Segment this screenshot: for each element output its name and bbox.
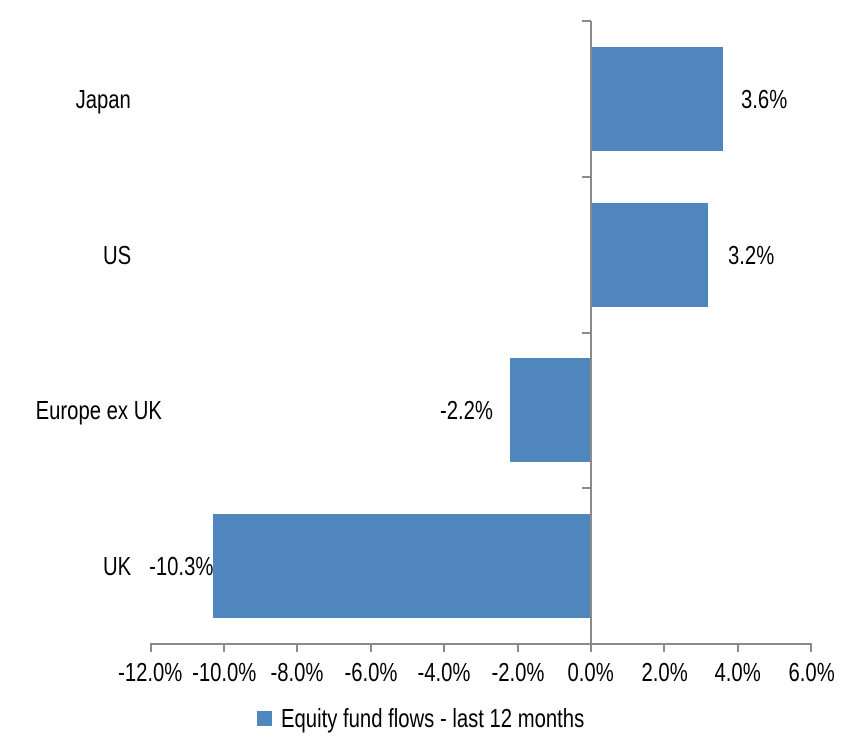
category-label-text: Japan xyxy=(75,83,131,114)
category-tick xyxy=(582,175,591,178)
legend-swatch-icon xyxy=(257,711,272,726)
x-tick-label-text: -2.0% xyxy=(491,657,545,687)
category-label-text: UK xyxy=(102,551,131,582)
bar xyxy=(212,514,591,619)
x-tick-label-text: -10.0% xyxy=(191,657,257,687)
x-tick-label-text: 2.0% xyxy=(641,657,688,687)
bar-value-label: -2.2% xyxy=(273,394,493,426)
category-label-text: Europe ex UK xyxy=(35,395,162,426)
x-tick-label-text: 6.0% xyxy=(788,657,835,687)
x-tick-label-text: -6.0% xyxy=(344,657,398,687)
legend-label: Equity fund flows - last 12 months xyxy=(281,703,585,733)
bar-value-text: 3.6% xyxy=(741,83,788,114)
x-tick xyxy=(590,644,592,652)
x-tick-label: -4.0% xyxy=(384,656,504,688)
category-label: US xyxy=(0,239,131,271)
category-tick xyxy=(582,20,591,22)
category-label: Europe ex UK xyxy=(0,394,162,426)
category-axis-line xyxy=(590,21,592,645)
x-tick xyxy=(296,644,299,652)
x-tick-label-text: -4.0% xyxy=(417,657,471,687)
x-tick xyxy=(736,644,739,652)
x-tick xyxy=(516,644,519,652)
x-tick xyxy=(369,644,372,652)
x-tick-label: -2.0% xyxy=(458,656,578,688)
x-tick-label-text: 0.0% xyxy=(567,657,615,687)
bar xyxy=(591,202,709,307)
category-label: UK xyxy=(0,550,131,582)
x-tick xyxy=(223,644,225,652)
x-tick xyxy=(663,644,666,652)
bar-value-text: -2.2% xyxy=(440,395,494,426)
bar-value-label: 3.6% xyxy=(741,83,800,115)
bar xyxy=(591,46,724,151)
x-tick-label-text: -8.0% xyxy=(270,657,324,687)
bar-value-label: 3.2% xyxy=(728,239,787,271)
x-tick-label: 6.0% xyxy=(751,656,852,688)
category-tick xyxy=(582,487,591,490)
x-tick-label-text: -12.0% xyxy=(118,657,183,687)
x-tick-label: -6.0% xyxy=(311,656,431,688)
bar xyxy=(510,358,591,463)
category-label: Japan xyxy=(0,83,131,115)
x-tick xyxy=(149,644,152,652)
bar-value-text: 3.2% xyxy=(728,239,775,270)
x-tick-label: 0.0% xyxy=(531,656,651,688)
x-tick-label: 4.0% xyxy=(678,656,798,688)
bar-value-text: -10.3% xyxy=(148,551,213,582)
x-tick-label: -12.0% xyxy=(91,656,211,688)
x-tick xyxy=(443,644,446,652)
x-tick-label: -10.0% xyxy=(164,656,284,688)
bar-value-label: -10.3% xyxy=(0,550,213,582)
category-tick xyxy=(582,331,591,334)
legend: Equity fund flows - last 12 months xyxy=(0,702,852,735)
x-tick-label: -8.0% xyxy=(237,656,357,688)
value-axis-line xyxy=(150,643,812,645)
x-tick-label: 2.0% xyxy=(604,656,724,688)
category-label-text: US xyxy=(102,239,131,270)
x-tick xyxy=(810,644,813,652)
legend-entry: Equity fund flows - last 12 months xyxy=(281,702,595,735)
x-tick-label-text: 4.0% xyxy=(714,657,761,687)
